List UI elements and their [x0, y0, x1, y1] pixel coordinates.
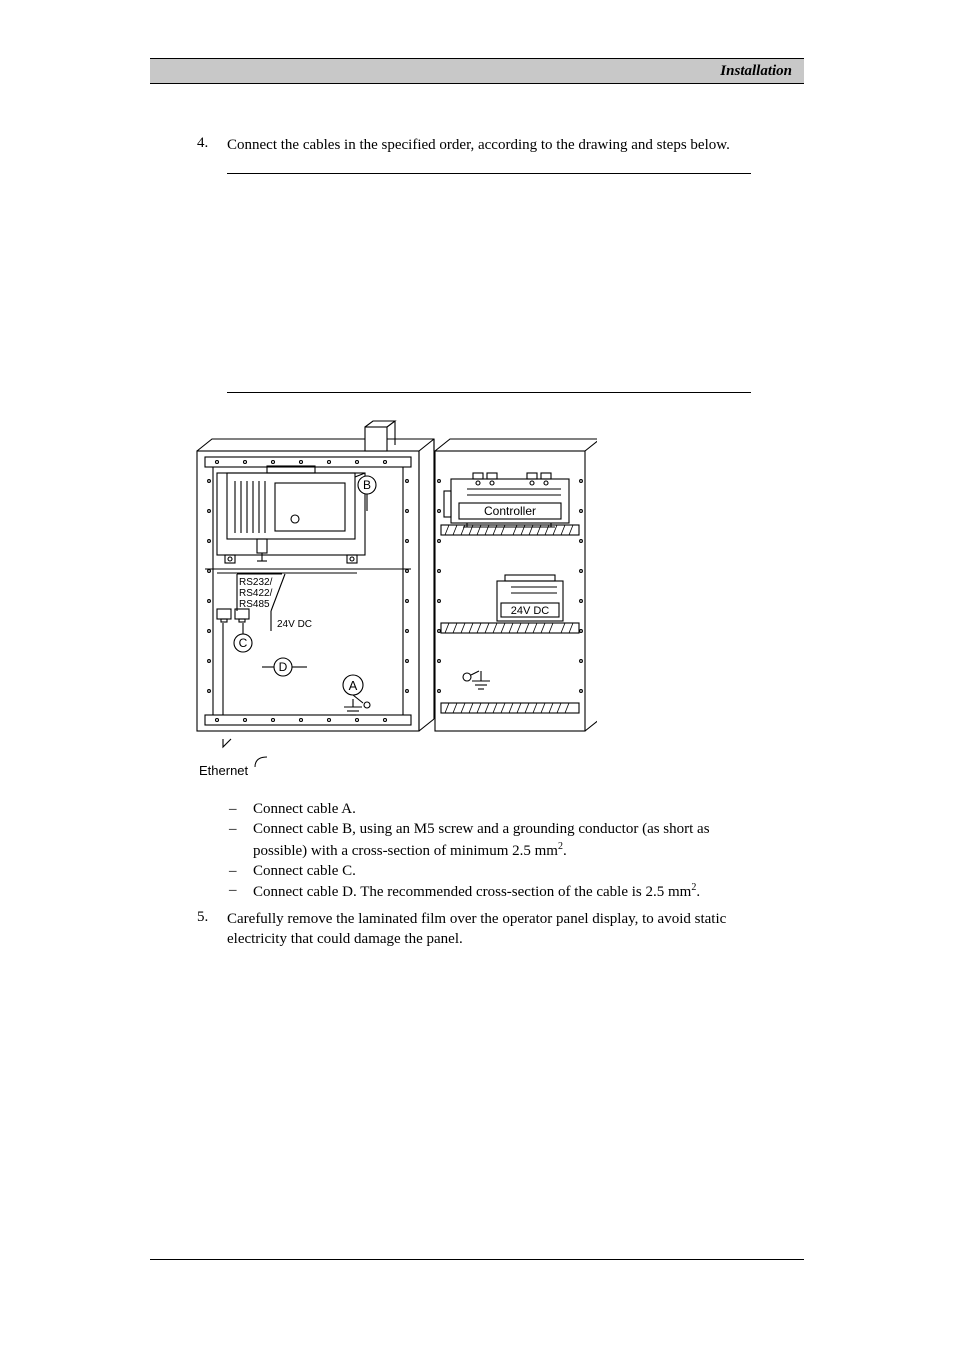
marker-a: A: [349, 678, 358, 693]
substep-d-post: .: [696, 884, 700, 900]
marker-c: C: [239, 636, 248, 650]
substep-d-pre: Connect cable D. The recommended cross-s…: [253, 884, 691, 900]
substep-b-post: .: [563, 843, 567, 859]
rs232-label: RS232/: [239, 577, 273, 588]
controller-label: Controller: [484, 504, 536, 518]
content-area: 4. Connect the cables in the specified o…: [197, 135, 759, 956]
substep-c: – Connect cable C.: [227, 862, 759, 882]
marker-d: D: [279, 660, 288, 674]
step-5: 5. Carefully remove the laminated film o…: [197, 909, 759, 950]
diagram-svg: RS232/ RS422/ RS485 24V DC B C D: [167, 411, 597, 756]
step-4-text: Connect the cables in the specified orde…: [227, 135, 730, 155]
rule-bottom: [227, 392, 751, 393]
wiring-diagram: RS232/ RS422/ RS485 24V DC B C D: [167, 411, 759, 778]
diagram-spacer: [197, 174, 759, 374]
substep-a: – Connect cable A.: [227, 800, 759, 820]
dash-icon: –: [227, 881, 253, 903]
ethernet-text: Ethernet: [199, 763, 248, 778]
step-5-text: Carefully remove the laminated film over…: [227, 909, 759, 950]
step-5-number: 5.: [197, 909, 227, 950]
psu-label-right: 24V DC: [511, 605, 550, 617]
rs485-label: RS485: [239, 599, 270, 610]
ethernet-arrow-icon: [253, 755, 273, 769]
step-4-number: 4.: [197, 135, 227, 155]
cable-substeps: – Connect cable A. – Connect cable B, us…: [227, 800, 759, 903]
marker-b: B: [363, 478, 371, 492]
substep-b-text: Connect cable B, using an M5 screw and a…: [253, 820, 759, 862]
footer-rule: [150, 1259, 804, 1260]
dash-icon: –: [227, 862, 253, 882]
header-section-title: Installation: [720, 63, 792, 80]
substep-c-text: Connect cable C.: [253, 862, 356, 882]
substep-b-pre: Connect cable B, using an M5 screw and a…: [253, 821, 710, 859]
step-4: 4. Connect the cables in the specified o…: [197, 135, 759, 155]
rs422-label: RS422/: [239, 588, 273, 599]
ethernet-label: Ethernet: [199, 763, 759, 778]
substep-d-text: Connect cable D. The recommended cross-s…: [253, 881, 700, 903]
page-header: Installation: [150, 58, 804, 84]
substep-d: – Connect cable D. The recommended cross…: [227, 881, 759, 903]
substep-a-text: Connect cable A.: [253, 800, 356, 820]
dash-icon: –: [227, 800, 253, 820]
dash-icon: –: [227, 820, 253, 862]
substep-b: – Connect cable B, using an M5 screw and…: [227, 820, 759, 862]
psu-label-left: 24V DC: [277, 619, 312, 630]
